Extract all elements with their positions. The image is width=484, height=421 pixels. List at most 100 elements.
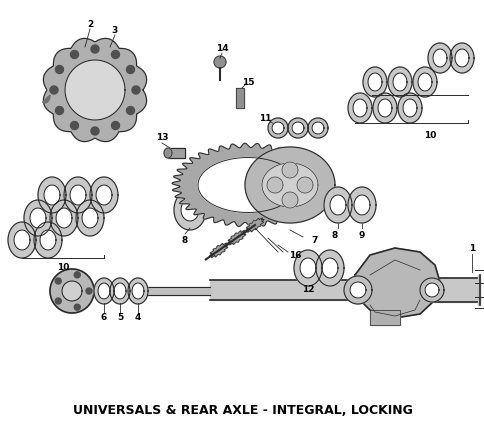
Polygon shape: [281, 192, 297, 208]
Polygon shape: [114, 283, 126, 299]
Polygon shape: [348, 93, 371, 123]
Polygon shape: [245, 218, 264, 232]
Polygon shape: [62, 281, 82, 301]
Polygon shape: [397, 93, 421, 123]
Polygon shape: [387, 67, 411, 97]
Polygon shape: [55, 298, 61, 304]
Polygon shape: [128, 278, 148, 304]
Polygon shape: [392, 73, 406, 91]
Polygon shape: [91, 127, 99, 135]
Text: 2: 2: [87, 19, 93, 29]
Text: 10: 10: [423, 131, 435, 139]
Polygon shape: [412, 67, 436, 97]
Polygon shape: [86, 288, 92, 294]
Polygon shape: [56, 208, 72, 228]
Text: UNIVERSALS & REAR AXLE - INTEGRAL, LOCKING: UNIVERSALS & REAR AXLE - INTEGRAL, LOCKI…: [73, 403, 411, 416]
Text: 4: 4: [135, 314, 141, 322]
Polygon shape: [287, 118, 307, 138]
Text: 13: 13: [155, 133, 168, 142]
Polygon shape: [197, 157, 297, 213]
Text: 7: 7: [311, 235, 318, 245]
Polygon shape: [307, 118, 327, 138]
Polygon shape: [70, 51, 78, 59]
Polygon shape: [367, 73, 381, 91]
Polygon shape: [74, 304, 80, 310]
Text: 8: 8: [331, 231, 337, 240]
Polygon shape: [44, 185, 60, 205]
Polygon shape: [236, 88, 243, 108]
Polygon shape: [419, 278, 443, 302]
Polygon shape: [14, 230, 30, 250]
Polygon shape: [126, 107, 134, 115]
Polygon shape: [8, 222, 36, 258]
Polygon shape: [74, 272, 80, 278]
Polygon shape: [181, 199, 198, 221]
Polygon shape: [38, 177, 66, 213]
Polygon shape: [353, 195, 369, 215]
Text: 12: 12: [301, 285, 314, 295]
Polygon shape: [343, 276, 371, 304]
Polygon shape: [296, 177, 312, 193]
Text: 10: 10: [57, 264, 69, 272]
Polygon shape: [40, 230, 56, 250]
Polygon shape: [24, 200, 52, 236]
Polygon shape: [417, 73, 431, 91]
Polygon shape: [316, 250, 343, 286]
Polygon shape: [354, 248, 439, 318]
Polygon shape: [164, 148, 172, 158]
Polygon shape: [362, 67, 386, 97]
Polygon shape: [70, 185, 86, 205]
Polygon shape: [94, 278, 114, 304]
Text: 9: 9: [358, 231, 364, 240]
Polygon shape: [65, 60, 125, 120]
Polygon shape: [348, 187, 375, 223]
Polygon shape: [213, 56, 226, 68]
Polygon shape: [90, 177, 118, 213]
Polygon shape: [96, 185, 112, 205]
Text: 11: 11: [258, 114, 271, 123]
Polygon shape: [293, 250, 321, 286]
Polygon shape: [174, 190, 206, 230]
Polygon shape: [70, 122, 78, 130]
Polygon shape: [311, 122, 323, 134]
Polygon shape: [172, 143, 323, 227]
Polygon shape: [111, 51, 119, 59]
Polygon shape: [244, 147, 334, 223]
Text: 15: 15: [241, 77, 254, 86]
Text: 1: 1: [468, 243, 474, 253]
Polygon shape: [126, 66, 134, 74]
Polygon shape: [449, 43, 473, 73]
Text: 14: 14: [215, 43, 228, 53]
Polygon shape: [291, 122, 303, 134]
Polygon shape: [98, 283, 110, 299]
Polygon shape: [50, 200, 78, 236]
Polygon shape: [323, 187, 351, 223]
Polygon shape: [454, 49, 468, 67]
Polygon shape: [377, 99, 391, 117]
Polygon shape: [43, 95, 50, 103]
Polygon shape: [209, 243, 228, 258]
Polygon shape: [267, 177, 283, 193]
Text: 3: 3: [112, 26, 118, 35]
Polygon shape: [34, 222, 62, 258]
Text: 6: 6: [101, 314, 107, 322]
Polygon shape: [227, 230, 246, 245]
Polygon shape: [167, 148, 184, 158]
Polygon shape: [55, 107, 63, 115]
Polygon shape: [369, 310, 399, 325]
Polygon shape: [329, 195, 345, 215]
Polygon shape: [300, 258, 316, 278]
Polygon shape: [64, 177, 92, 213]
Text: 5: 5: [117, 314, 123, 322]
Polygon shape: [132, 86, 140, 94]
Polygon shape: [349, 282, 365, 298]
Polygon shape: [268, 118, 287, 138]
Polygon shape: [402, 99, 416, 117]
Polygon shape: [321, 258, 337, 278]
Polygon shape: [91, 45, 99, 53]
Polygon shape: [427, 43, 451, 73]
Polygon shape: [261, 163, 318, 207]
Polygon shape: [55, 278, 61, 284]
Polygon shape: [82, 208, 98, 228]
Text: 8: 8: [182, 235, 188, 245]
